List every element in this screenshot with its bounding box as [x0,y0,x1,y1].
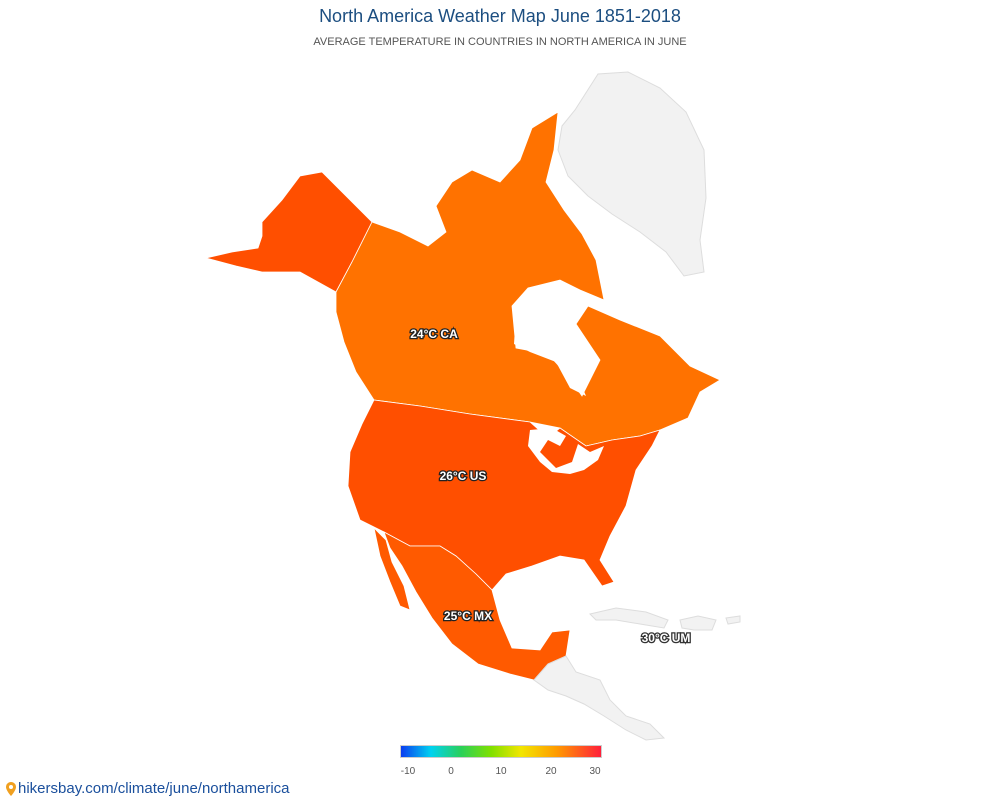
hudson-bay [514,296,586,396]
map-pin-icon [6,781,16,796]
region-greenland [557,71,707,277]
temperature-legend: -10 0 10 20 30 [400,745,602,781]
legend-tick: 0 [448,766,454,777]
label-mx: 25°C MX [444,609,492,623]
region-hispaniola [679,615,717,631]
source-link[interactable]: hikersbay.com/climate/june/northamerica [6,780,290,797]
map-subtitle: AVERAGE TEMPERATURE IN COUNTRIES IN NORT… [313,36,687,48]
region-mexico[interactable] [383,531,571,681]
region-alaska[interactable] [205,171,373,293]
region-cuba [589,607,669,629]
legend-tick: 10 [495,766,507,777]
region-central-america [533,655,666,741]
label-us: 26°C US [440,469,487,483]
legend-color-scale [400,745,602,758]
map-title: North America Weather Map June 1851-2018 [319,6,681,26]
great-lakes [528,428,604,474]
source-link-text[interactable]: hikersbay.com/climate/june/northamerica [18,780,290,797]
label-ca: 24°C CA [410,327,458,341]
label-um: 30°C UM [642,631,691,645]
region-baja-california[interactable] [373,526,411,611]
legend-tick: -10 [400,766,416,777]
region-puerto-rico [725,615,741,625]
legend-tick: 30 [589,766,601,777]
legend-tick: 20 [545,766,557,777]
